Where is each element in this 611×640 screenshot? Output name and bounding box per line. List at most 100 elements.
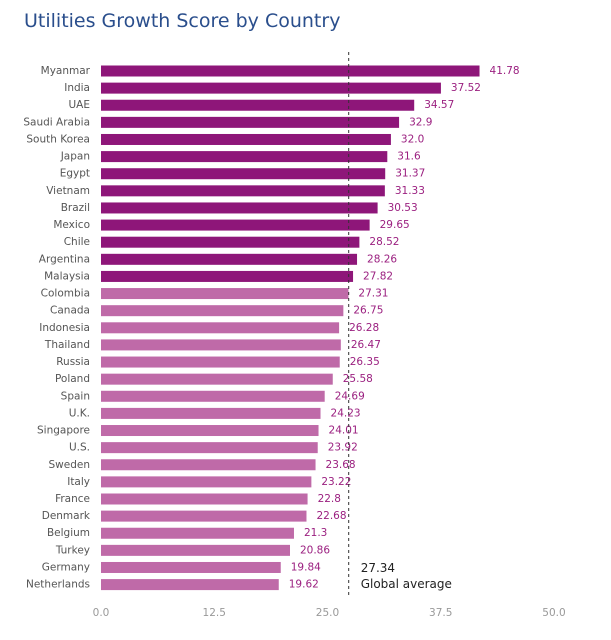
value-label: 30.53: [388, 202, 418, 214]
value-label: 29.65: [380, 219, 410, 231]
category-label: Belgium: [47, 527, 90, 539]
category-label: Italy: [67, 476, 90, 488]
category-labels: Myanmar India UAE Saudi Arabia South Korea Ja…: [23, 65, 91, 591]
bar: [101, 270, 354, 282]
bar: [101, 253, 358, 265]
category-label: Malaysia: [44, 270, 90, 282]
bar: [101, 288, 349, 300]
value-label: 23.22: [321, 476, 351, 488]
category-label: Mexico: [53, 219, 90, 231]
category-label: Brazil: [61, 202, 90, 214]
x-tick-label: 50.0: [542, 607, 565, 619]
value-label: 22.68: [316, 510, 346, 522]
bar: [101, 579, 279, 591]
value-label: 31.37: [395, 168, 425, 180]
category-label: Canada: [50, 305, 90, 317]
value-label: 23.92: [328, 442, 358, 454]
value-label: 24.01: [329, 425, 359, 437]
value-label: 27.31: [358, 288, 388, 300]
bar: [101, 219, 370, 231]
value-label: 31.33: [395, 185, 425, 197]
value-label: 25.58: [343, 373, 373, 385]
category-label: Denmark: [42, 510, 91, 522]
bar: [101, 476, 312, 488]
category-label: Netherlands: [26, 579, 90, 591]
bar: [101, 151, 388, 163]
category-label: South Korea: [26, 133, 90, 145]
category-label: Colombia: [41, 288, 90, 300]
bar: [101, 185, 385, 197]
x-tick-label: 37.5: [429, 607, 452, 619]
value-label: 24.23: [331, 407, 361, 419]
category-label: U.K.: [69, 407, 90, 419]
bar: [101, 544, 290, 556]
bar: [101, 236, 360, 248]
category-label: Chile: [64, 236, 90, 248]
category-label: Sweden: [49, 459, 91, 471]
value-label: 21.3: [304, 527, 327, 539]
bar: [101, 82, 441, 94]
bar: [101, 305, 344, 317]
x-tick-label: 0.0: [93, 607, 110, 619]
bar: [101, 373, 333, 385]
bar: [101, 561, 281, 573]
category-label: U.S.: [69, 442, 90, 454]
value-label: 19.84: [291, 561, 321, 573]
value-label: 31.6: [397, 151, 421, 163]
category-label: France: [55, 493, 90, 505]
value-label: 32.0: [401, 133, 424, 145]
x-tick-label: 25.0: [316, 607, 339, 619]
bar: [101, 356, 340, 368]
value-label: 28.52: [369, 236, 399, 248]
bar: [101, 390, 325, 402]
value-label: 28.26: [367, 253, 397, 265]
global-average-value: 27.34: [361, 561, 395, 575]
bar: [101, 65, 480, 77]
value-label: 34.57: [424, 99, 454, 111]
global-average-caption: Global average: [361, 577, 452, 591]
bar: [101, 322, 340, 334]
bar: [101, 168, 386, 180]
category-label: Poland: [55, 373, 90, 385]
bar: [101, 339, 341, 351]
value-label: 19.62: [289, 579, 319, 591]
value-label: 32.9: [409, 116, 432, 128]
category-label: Indonesia: [39, 322, 90, 334]
value-label: 37.52: [451, 82, 481, 94]
category-label: Egypt: [60, 168, 90, 180]
bar: [101, 407, 321, 419]
bar: [101, 459, 316, 471]
category-label: Spain: [61, 390, 90, 402]
category-label: Turkey: [55, 544, 90, 556]
category-label: Germany: [42, 561, 90, 573]
value-label: 26.75: [353, 305, 383, 317]
category-label: Japan: [60, 151, 90, 163]
value-label: 41.78: [490, 65, 520, 77]
value-label: 23.68: [326, 459, 356, 471]
bar: [101, 99, 415, 111]
category-label: UAE: [68, 99, 90, 111]
bar: [101, 442, 318, 454]
value-labels: 41.78 37.52 34.57 32.9 32.0 31.6 31.37 31.33 30.…: [289, 65, 520, 591]
category-label: Argentina: [39, 253, 90, 265]
category-label: Thailand: [44, 339, 90, 351]
x-axis-ticks: 0.0 12.5 25.0 37.5 50.0: [93, 607, 566, 619]
bar: [101, 425, 319, 437]
bar: [101, 493, 308, 505]
value-label: 26.35: [350, 356, 380, 368]
value-label: 26.47: [351, 339, 381, 351]
bar: [101, 202, 378, 214]
value-label: 27.82: [363, 270, 393, 282]
category-label: Singapore: [37, 425, 90, 437]
bar: [101, 510, 307, 522]
value-label: 20.86: [300, 544, 330, 556]
global-average-reference: 27.34 Global average: [348, 52, 452, 598]
bar: [101, 116, 400, 128]
bars: [101, 65, 480, 591]
chart-title: Utilities Growth Score by Country: [24, 10, 341, 32]
bar: [101, 133, 391, 145]
category-label: Saudi Arabia: [23, 116, 90, 128]
x-tick-label: 12.5: [203, 607, 226, 619]
category-label: Russia: [56, 356, 90, 368]
